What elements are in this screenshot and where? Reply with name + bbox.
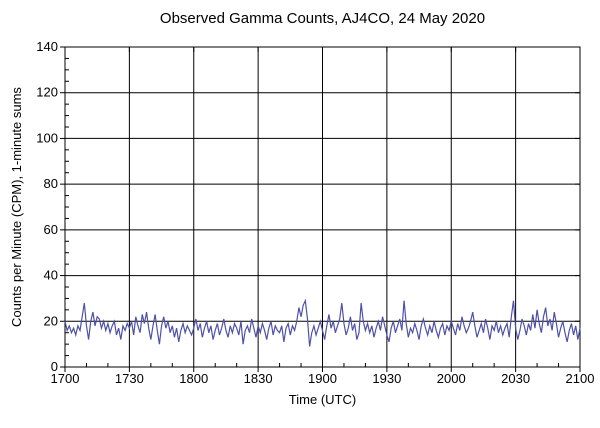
y-tick-label: 40 <box>44 268 58 283</box>
y-tick-label: 100 <box>36 130 58 145</box>
data-line <box>64 298 581 347</box>
chart-title: Observed Gamma Counts, AJ4CO, 24 May 202… <box>159 10 486 27</box>
x-tick-label: 1830 <box>244 371 273 386</box>
y-tick-label: 140 <box>36 39 58 54</box>
y-tick-label: 20 <box>44 313 58 328</box>
x-tick-label: 2100 <box>566 371 595 386</box>
y-tick-label: 120 <box>36 85 58 100</box>
x-tick-label: 1930 <box>372 371 401 386</box>
x-tick-label: 1700 <box>51 371 80 386</box>
x-axis-title: Time (UTC) <box>288 392 357 407</box>
x-tick-label: 2030 <box>501 371 530 386</box>
x-tick-label: 1900 <box>308 371 337 386</box>
x-tick-label: 2000 <box>437 371 466 386</box>
y-tick-label: 60 <box>44 222 58 237</box>
x-tick-label: 1800 <box>179 371 208 386</box>
plot-border <box>64 46 581 368</box>
x-tick-label: 1730 <box>115 371 144 386</box>
y-tick-label: 0 <box>51 359 58 374</box>
y-tick-label: 80 <box>44 176 58 191</box>
